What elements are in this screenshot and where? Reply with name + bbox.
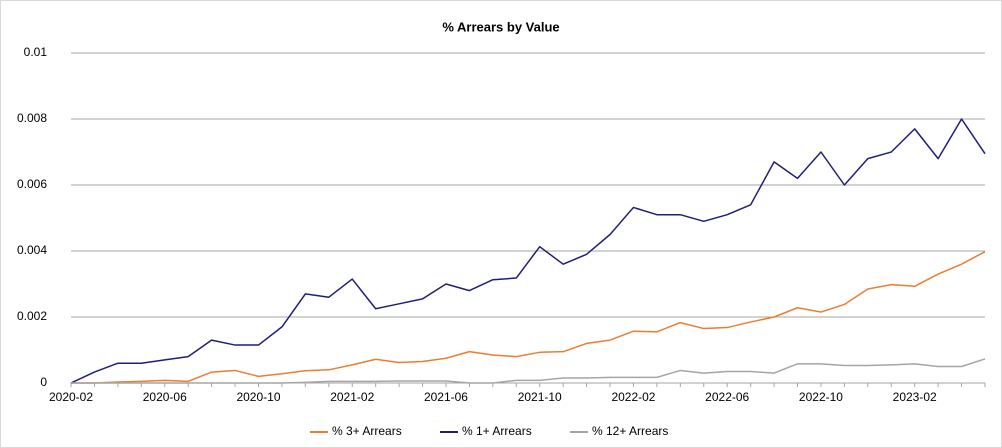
y-tick-label: 0.004 (17, 243, 47, 257)
x-tick-label: 2022-10 (799, 390, 843, 404)
legend-label: % 3+ Arrears (332, 424, 402, 438)
x-tick-label: 2021-06 (424, 390, 468, 404)
x-tick-label: 2020-06 (143, 390, 187, 404)
data-line (70, 118, 986, 384)
x-tick-label: 2022-06 (705, 390, 749, 404)
x-tick-label: 2023-02 (893, 390, 937, 404)
y-tick-label: 0 (40, 375, 47, 389)
legend-label: % 12+ Arrears (592, 424, 668, 438)
x-tick-label: 2021-10 (518, 390, 562, 404)
y-tick-label: 0.002 (17, 309, 47, 323)
x-tick-label: 2020-10 (236, 390, 280, 404)
data-line (71, 250, 986, 384)
x-tick-label: 2022-02 (611, 390, 655, 404)
y-tick-label: 0.006 (17, 177, 47, 191)
chart-title: % Arrears by Value (442, 19, 559, 34)
x-tick-label: 2021-02 (330, 390, 374, 404)
y-tick-label: 0.008 (17, 111, 47, 125)
legend-label: % 1+ Arrears (462, 424, 532, 438)
y-tick-label: 0.01 (24, 45, 48, 59)
data-line (71, 358, 986, 384)
x-tick-label: 2020-02 (49, 390, 93, 404)
